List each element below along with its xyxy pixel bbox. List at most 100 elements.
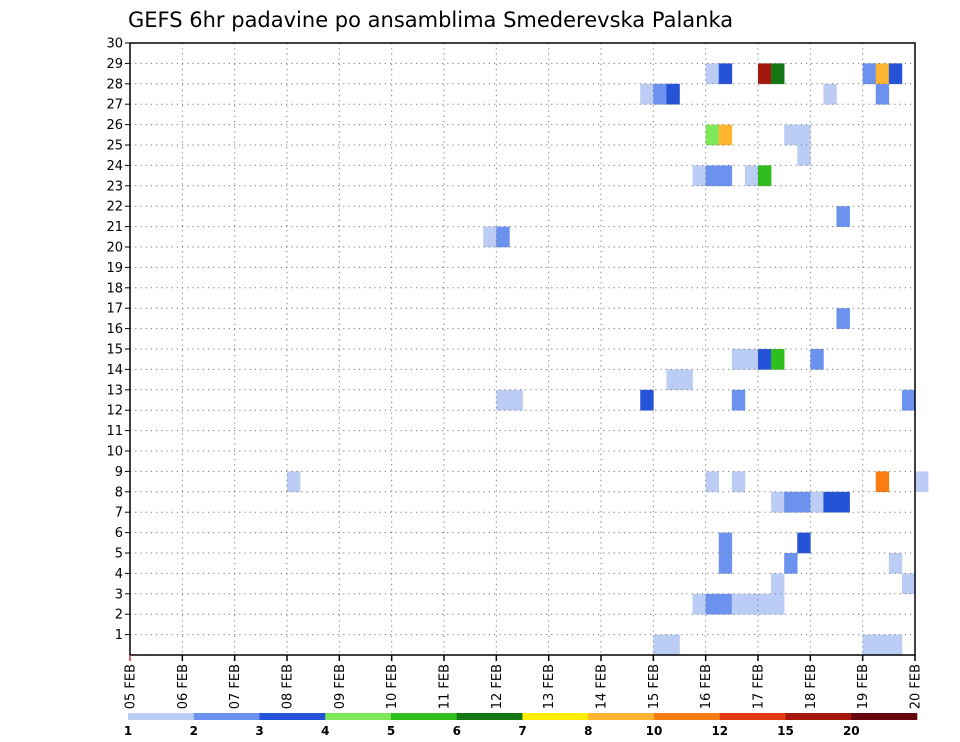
heatmap-cell [888,63,903,85]
heatmap-cell [705,593,720,615]
heatmap-cell [771,349,785,370]
heatmap-cell [679,369,693,391]
x-tick-label: 16 FEB [699,664,714,709]
heatmap-cell [718,553,733,574]
y-tick-label: 14 [106,363,123,378]
legend: 1 2 3 4 5 6 7 8 10 12 15 20 [124,713,918,738]
heatmap-cell [810,491,824,513]
heatmap-cell [875,471,890,493]
legend-label: 7 [518,724,526,738]
heatmap-cell [731,593,746,615]
x-tick-label: 13 FEB [542,664,557,709]
y-tick-label: 7 [115,506,123,521]
y-tick-label: 26 [106,118,123,133]
heatmap-cell [797,145,811,166]
legend-label: 15 [777,724,794,738]
heatmap-cell [692,165,706,187]
cells-layer [287,63,929,656]
heatmap-cell [915,471,929,493]
x-tick-label: 18 FEB [804,664,819,709]
x-tick-label: 11 FEB [438,664,453,709]
heatmap-cell [718,124,733,146]
legend-label: 4 [321,724,329,738]
y-tick-label: 12 [106,404,123,419]
heatmap-cell [810,349,824,370]
y-tick-label: 15 [106,343,123,358]
legend-swatch [193,713,260,720]
heatmap-cell [862,634,877,656]
legend-label: 6 [453,724,461,738]
heatmap-cell [640,83,654,105]
heatmap-cell [888,634,903,656]
x-tick-label: 05 FEB [124,664,139,709]
legend-swatch [851,713,918,720]
legend-swatch [719,713,786,720]
ticks-layer: 1234567891011121314151617181920212223242… [106,37,923,710]
y-tick-label: 25 [106,139,123,154]
heatmap-cell [496,389,510,411]
heatmap-cell [875,63,890,85]
heatmap-cell [483,226,497,248]
x-tick-label: 07 FEB [228,664,243,709]
y-tick-label: 6 [115,526,123,541]
heatmap-cell [718,532,733,554]
heatmap-cell [718,593,733,615]
heatmap-cell [901,573,916,595]
legend-label: 1 [124,724,132,738]
y-tick-label: 8 [115,485,123,500]
legend-label: 2 [190,724,198,738]
x-tick-label: 08 FEB [281,664,296,709]
x-tick-label: 12 FEB [490,664,505,709]
heatmap-cell [771,573,785,595]
legend-swatch [456,713,523,720]
heatmap-cell [287,471,301,493]
heatmap-cell [731,389,746,411]
legend-label: 5 [387,724,395,738]
heatmap-cell [666,369,680,391]
y-tick-label: 23 [106,179,123,194]
heatmap-cell [744,165,759,187]
legend-swatch [128,713,195,720]
y-tick-label: 17 [106,302,123,317]
y-tick-label: 2 [115,608,123,623]
y-tick-label: 28 [106,77,123,92]
legend-swatch [785,713,852,720]
y-tick-label: 18 [106,281,123,296]
y-tick-label: 30 [106,37,123,52]
heatmap-cell [653,634,667,656]
legend-label: 10 [646,724,663,738]
heatmap-cell [731,471,746,493]
heatmap-cell [705,124,720,146]
heatmap-cell [705,165,720,187]
heatmap-cell [836,308,850,329]
heatmap-cell [744,349,759,370]
y-tick-label: 20 [106,241,123,256]
grid-layer [130,43,915,655]
heatmap-cell [875,83,890,105]
y-tick-label: 5 [115,547,123,562]
heatmap-cell [705,63,720,85]
x-tick-label: 19 FEB [856,664,871,709]
heatmap-cell [797,532,811,554]
legend-swatch [588,713,655,720]
legend-label: 20 [843,724,860,738]
heatmap-cell [640,389,654,411]
legend-swatch [522,713,589,720]
heatmap-cell [666,634,680,656]
heatmap-cell [901,389,916,411]
heatmap-cell [836,491,850,513]
heatmap-cell [705,471,720,493]
heatmap-cell [771,593,785,615]
heatmap-cell [771,63,785,85]
heatmap-cell [653,83,667,105]
y-tick-label: 10 [106,445,123,460]
heatmap-cell [836,206,850,227]
heatmap-cell [758,593,772,615]
legend-label: 3 [255,724,263,738]
x-tick-label: 09 FEB [333,664,348,709]
legend-swatch [325,713,392,720]
y-tick-label: 3 [115,587,123,602]
y-tick-label: 9 [115,465,123,480]
heatmap-cell [509,389,523,411]
